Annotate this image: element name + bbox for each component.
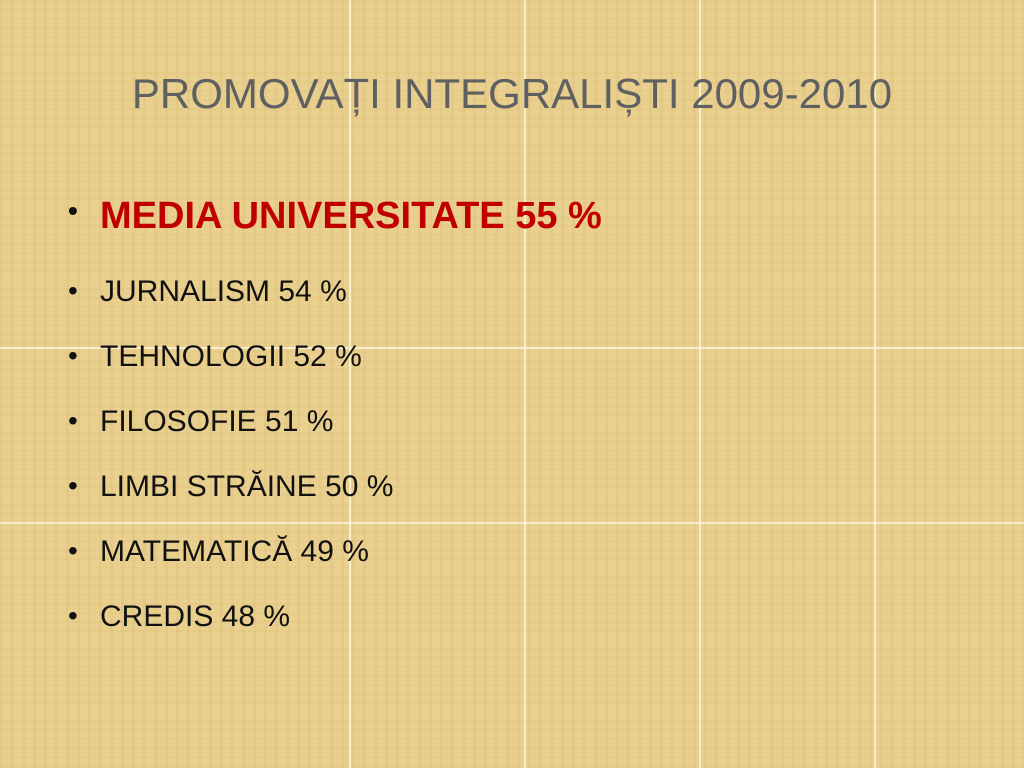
slide-title: PROMOVAȚI INTEGRALIȘTI 2009-2010 <box>131 70 893 117</box>
bullet-item: CREDIS 48 % <box>68 600 290 634</box>
bullet-item: LIMBI STRĂINE 50 % <box>68 470 393 504</box>
bullet-item: FILOSOFIE 51 % <box>68 405 333 439</box>
bullet-item: JURNALISM 54 % <box>68 275 347 309</box>
bullet-item: MATEMATICĂ 49 % <box>68 535 369 569</box>
highlight-bullet: MEDIA UNIVERSITATE 55 % <box>68 195 602 238</box>
bullet-item: TEHNOLOGII 52 % <box>68 340 362 374</box>
